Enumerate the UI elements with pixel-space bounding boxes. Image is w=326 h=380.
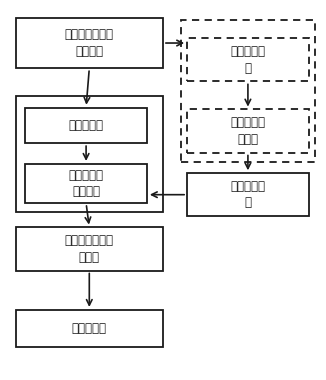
Text: 功耗补偿配
置: 功耗补偿配 置 [230, 180, 265, 209]
Bar [16, 228, 163, 271]
Bar [25, 164, 147, 203]
Bar [187, 109, 309, 152]
Bar [16, 18, 163, 68]
Text: 可配置功耗
补偿电路: 可配置功耗 补偿电路 [68, 169, 104, 198]
Text: 接通补偿电路电
源开关: 接通补偿电路电 源开关 [65, 234, 114, 264]
Text: 神经网络预
测算法: 神经网络预 测算法 [230, 116, 265, 146]
Bar [16, 97, 163, 212]
Text: 加解密模块: 加解密模块 [68, 119, 104, 132]
Bar [187, 38, 309, 81]
Bar [187, 173, 309, 216]
Bar [25, 108, 147, 143]
Bar [181, 20, 315, 162]
Bar [16, 310, 163, 347]
Text: 加解密运算: 加解密运算 [72, 322, 107, 335]
Text: 功耗样本采
集: 功耗样本采 集 [230, 45, 265, 74]
Text: 断开补偿电路的
电源开关: 断开补偿电路的 电源开关 [65, 28, 114, 58]
